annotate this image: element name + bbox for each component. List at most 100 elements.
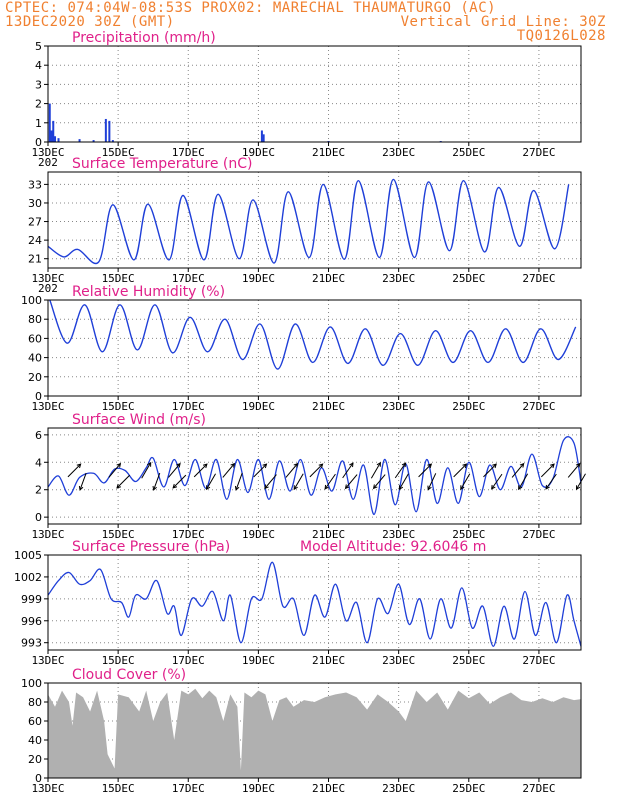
x-tick-label: 13DEC — [31, 654, 64, 667]
x-tick-label: 15DEC — [102, 400, 135, 413]
x-tick-label: 13DEC — [31, 272, 64, 285]
wind-arrow — [141, 461, 152, 479]
panel-frame — [47, 45, 582, 143]
x-tick-label: 19DEC — [242, 528, 275, 541]
y-tick-label: 2 — [35, 484, 42, 497]
wind-arrow-shaft — [567, 463, 581, 478]
wind-arrow — [285, 462, 299, 478]
panel-frame — [47, 554, 582, 651]
precipitation-bar — [111, 140, 114, 142]
x-tick-label: 25DEC — [452, 654, 485, 667]
wind-arrow — [108, 462, 122, 478]
wind-arrow — [398, 473, 409, 491]
x-tick-label: 13DEC — [31, 146, 64, 159]
year-label: 202 — [38, 156, 58, 169]
y-tick-label: 0 — [35, 772, 42, 785]
x-tick-label: 17DEC — [172, 272, 205, 285]
x-tick-label: 15DEC — [102, 528, 135, 541]
wind-arrow-head — [545, 484, 550, 490]
wind-arrow-shaft — [324, 473, 336, 490]
x-tick-label: 25DEC — [452, 146, 485, 159]
panel-title: Relative Humidity (%) — [72, 284, 225, 300]
wind-arrow — [234, 472, 243, 491]
wind-arrow — [540, 463, 555, 478]
wind-arrow-head — [518, 485, 523, 491]
x-tick-label: 23DEC — [382, 400, 415, 413]
wind-arrow-shaft — [222, 463, 235, 478]
y-tick-label: 60 — [28, 715, 42, 728]
x-tick-label: 17DEC — [172, 528, 205, 541]
precipitation-bar — [57, 138, 60, 142]
x-tick-label: 25DEC — [452, 272, 485, 285]
y-tick-label: 999 — [21, 593, 42, 606]
wind-arrow-head — [293, 462, 299, 468]
x-tick-label: 23DEC — [382, 782, 415, 795]
y-tick-label: 996 — [21, 615, 42, 628]
wind-arrow-shaft — [168, 463, 181, 478]
x-tick-label: 27DEC — [522, 782, 555, 795]
wind-arrow-head — [172, 483, 178, 489]
wind-arrow — [168, 462, 181, 478]
wind-arrow-shaft — [153, 472, 161, 491]
wind-arrow-head — [575, 485, 581, 491]
y-tick-label: 30 — [28, 197, 42, 210]
x-tick-label: 21DEC — [312, 654, 345, 667]
panel-frame — [47, 427, 582, 525]
wind-arrow — [324, 473, 336, 490]
header-grid-line-label: Vertical Grid Line: 30Z — [400, 14, 606, 30]
wind-arrow-shaft — [293, 473, 304, 490]
wind-arrow-shaft — [206, 473, 216, 490]
x-tick-label: 21DEC — [312, 528, 345, 541]
y-tick-label: 60 — [28, 332, 42, 345]
wind-arrow — [545, 473, 557, 490]
wind-arrow-head — [372, 484, 378, 490]
wind-arrow — [293, 473, 304, 491]
precipitation-bar — [92, 140, 95, 142]
y-tick-label: 33 — [28, 178, 42, 191]
x-tick-label: 27DEC — [522, 400, 555, 413]
wind-arrow-shaft — [394, 462, 406, 479]
wind-arrow-head — [293, 485, 298, 491]
wind-arrow — [372, 474, 386, 490]
x-tick-label: 13DEC — [31, 528, 64, 541]
wind-arrow — [172, 474, 187, 489]
wind-arrow-shaft — [141, 462, 152, 479]
wind-arrow-head — [116, 483, 122, 489]
year-label: 202 — [38, 282, 58, 295]
wind-arrow-shaft — [172, 474, 187, 489]
wind-arrow-head — [318, 463, 324, 469]
cloud-cover-area — [48, 688, 581, 778]
x-tick-label: 27DEC — [522, 654, 555, 667]
wind-arrow-head — [176, 462, 181, 468]
precipitation-bar — [108, 120, 111, 142]
header-model-code: TQ0126L028 — [516, 28, 606, 44]
temperature-line — [47, 178, 570, 265]
y-tick-label: 27 — [28, 216, 42, 229]
wind-arrow-shaft — [264, 474, 277, 489]
panel-title: Cloud Cover (%) — [72, 667, 186, 683]
wind-arrow-shaft — [491, 473, 503, 490]
wind-arrow-shaft — [116, 474, 131, 489]
wind-arrow-shaft — [79, 472, 87, 491]
x-tick-label: 19DEC — [242, 146, 275, 159]
wind-arrow — [253, 463, 268, 478]
header-date-line: 13DEC2020 30Z (GMT) — [5, 14, 175, 30]
x-tick-label: 17DEC — [172, 782, 205, 795]
x-tick-label: 27DEC — [522, 146, 555, 159]
x-tick-label: 23DEC — [382, 272, 415, 285]
wind-arrow-head — [462, 463, 468, 469]
wind-arrow-head — [116, 462, 122, 468]
wind-arrow — [483, 463, 497, 478]
x-tick-label: 15DEC — [102, 272, 135, 285]
y-tick-label: 2 — [35, 98, 42, 111]
wind-arrow — [394, 462, 407, 479]
x-tick-label: 19DEC — [242, 400, 275, 413]
wind-arrow-head — [349, 462, 354, 468]
wind-arrow-head — [398, 485, 404, 491]
wind-arrow — [206, 473, 216, 491]
precipitation-bar — [78, 139, 81, 142]
x-tick-label: 15DEC — [102, 654, 135, 667]
wind-arrow — [264, 474, 277, 490]
wind-arrow-shaft — [345, 474, 358, 489]
